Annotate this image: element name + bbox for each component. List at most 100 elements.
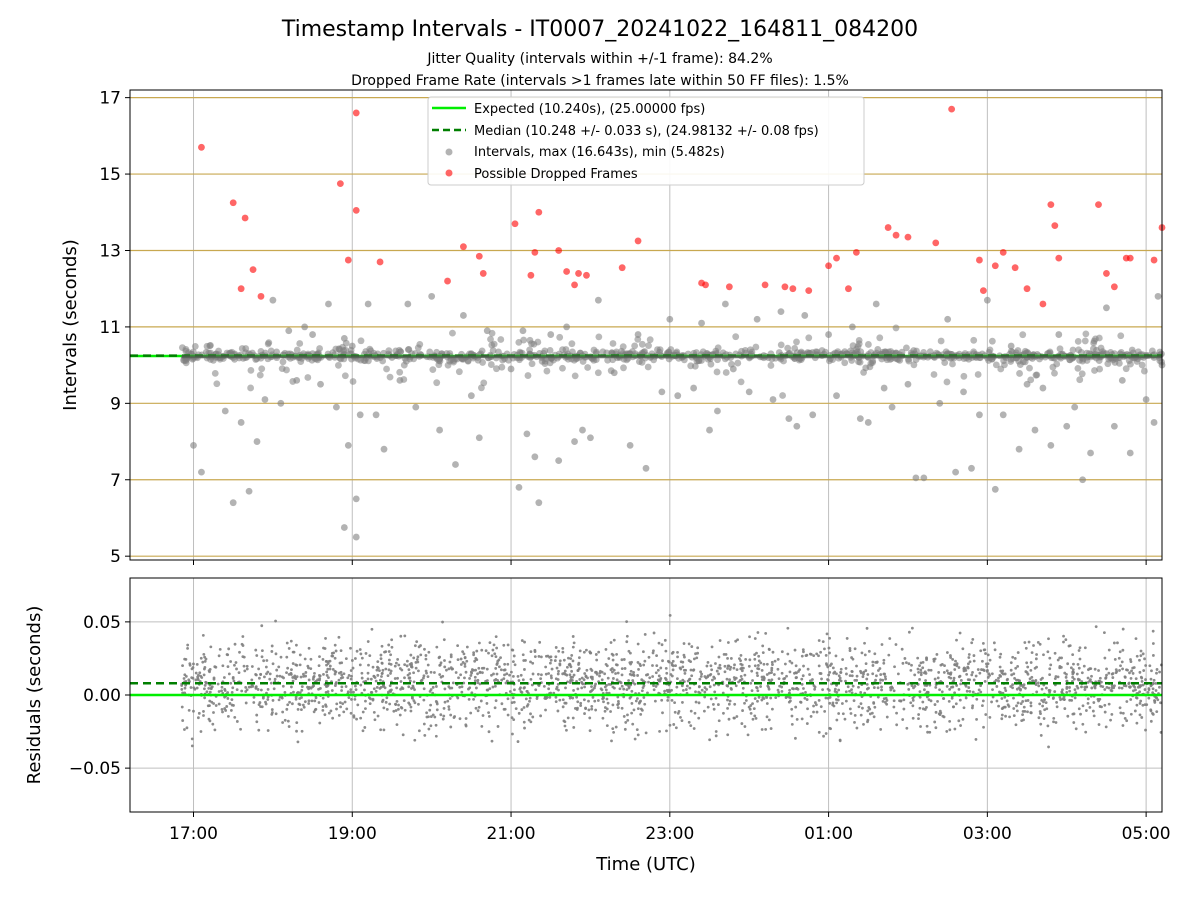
interval-point (405, 345, 413, 353)
residual-point (417, 729, 421, 733)
interval-point (737, 378, 745, 386)
residual-point (194, 678, 198, 682)
residual-point (857, 685, 860, 689)
residual-point (413, 644, 417, 648)
interval-point (519, 327, 527, 335)
residual-point (800, 677, 804, 681)
residual-point (442, 706, 446, 710)
dropped-frame-point (1150, 256, 1158, 264)
residual-point (875, 660, 879, 664)
residual-point (327, 676, 330, 680)
interval-point (654, 346, 661, 353)
residual-point (1015, 687, 1019, 691)
residual-point (572, 726, 576, 729)
residual-point (380, 661, 384, 665)
residual-point (1144, 728, 1147, 732)
residual-point (220, 708, 224, 711)
residual-point (957, 666, 961, 669)
residual-point (666, 695, 670, 699)
residual-point (582, 698, 586, 702)
residual-point (1150, 669, 1153, 673)
residual-point (1159, 701, 1162, 705)
residual-point (280, 675, 284, 679)
residual-point (383, 686, 387, 690)
residual-point (769, 727, 773, 730)
interval-point (253, 438, 261, 445)
interval-point (247, 384, 255, 392)
residual-point (991, 688, 994, 692)
residual-point (809, 715, 813, 718)
residual-point (1009, 661, 1013, 665)
residual-point (307, 699, 311, 703)
residual-point (967, 686, 971, 689)
residual-point (497, 658, 501, 662)
residual-point (572, 673, 576, 677)
interval-point (594, 369, 602, 377)
residual-point (544, 672, 548, 676)
residual-point (714, 662, 717, 665)
residual-point (606, 676, 610, 680)
interval-point (636, 358, 643, 365)
residual-point (571, 635, 575, 638)
residual-point (429, 724, 433, 728)
residual-point (476, 681, 480, 685)
residual-point (957, 687, 961, 691)
residual-point (744, 657, 748, 661)
residual-point (288, 700, 291, 704)
residual-point (651, 664, 654, 667)
residual-point (550, 667, 554, 671)
dropped-frame-point (1055, 254, 1063, 262)
residual-point (459, 673, 463, 677)
residual-point (495, 672, 499, 676)
residual-point (985, 662, 988, 666)
residual-point (577, 667, 581, 670)
residual-point (209, 645, 213, 649)
residual-point (580, 680, 583, 684)
interval-point (960, 372, 968, 380)
residual-point (285, 655, 289, 659)
residual-point (921, 660, 925, 664)
residual-point (859, 702, 863, 706)
residual-point (1135, 721, 1139, 725)
residual-point (970, 673, 974, 677)
residual-point (1140, 716, 1144, 719)
residual-point (684, 688, 688, 691)
residual-point (1015, 704, 1018, 708)
residual-point (482, 666, 486, 670)
residual-point (317, 701, 321, 704)
residual-point (521, 678, 525, 682)
residual-point (1016, 701, 1020, 705)
residual-point (794, 671, 798, 674)
interval-point (1016, 370, 1023, 377)
residual-point (1127, 682, 1131, 686)
residual-point (702, 709, 706, 713)
interval-point (352, 533, 360, 541)
dropped-frame-point (527, 271, 535, 279)
residual-point (603, 709, 607, 713)
residual-point (655, 654, 658, 658)
residual-point (695, 656, 699, 660)
interval-point (535, 499, 543, 507)
residual-point (610, 652, 614, 656)
residual-point (1138, 685, 1142, 689)
residual-point (255, 720, 259, 724)
interval-point (364, 300, 372, 308)
residual-point (958, 631, 962, 635)
residual-point (883, 701, 887, 704)
residual-point (231, 677, 235, 680)
interval-point (429, 366, 437, 374)
interval-point (1096, 365, 1104, 373)
dropped-frame-point (618, 264, 626, 272)
residual-point (1071, 672, 1075, 676)
residual-point (1086, 701, 1090, 705)
interval-point (520, 336, 528, 344)
interval-point (546, 347, 554, 354)
residual-point (1047, 637, 1050, 641)
residual-point (884, 677, 887, 681)
residual-point (347, 696, 351, 700)
residual-point (953, 668, 957, 671)
residual-point (1151, 629, 1155, 633)
residual-point (750, 689, 754, 693)
residual-point (643, 702, 647, 706)
residual-point (639, 712, 643, 716)
